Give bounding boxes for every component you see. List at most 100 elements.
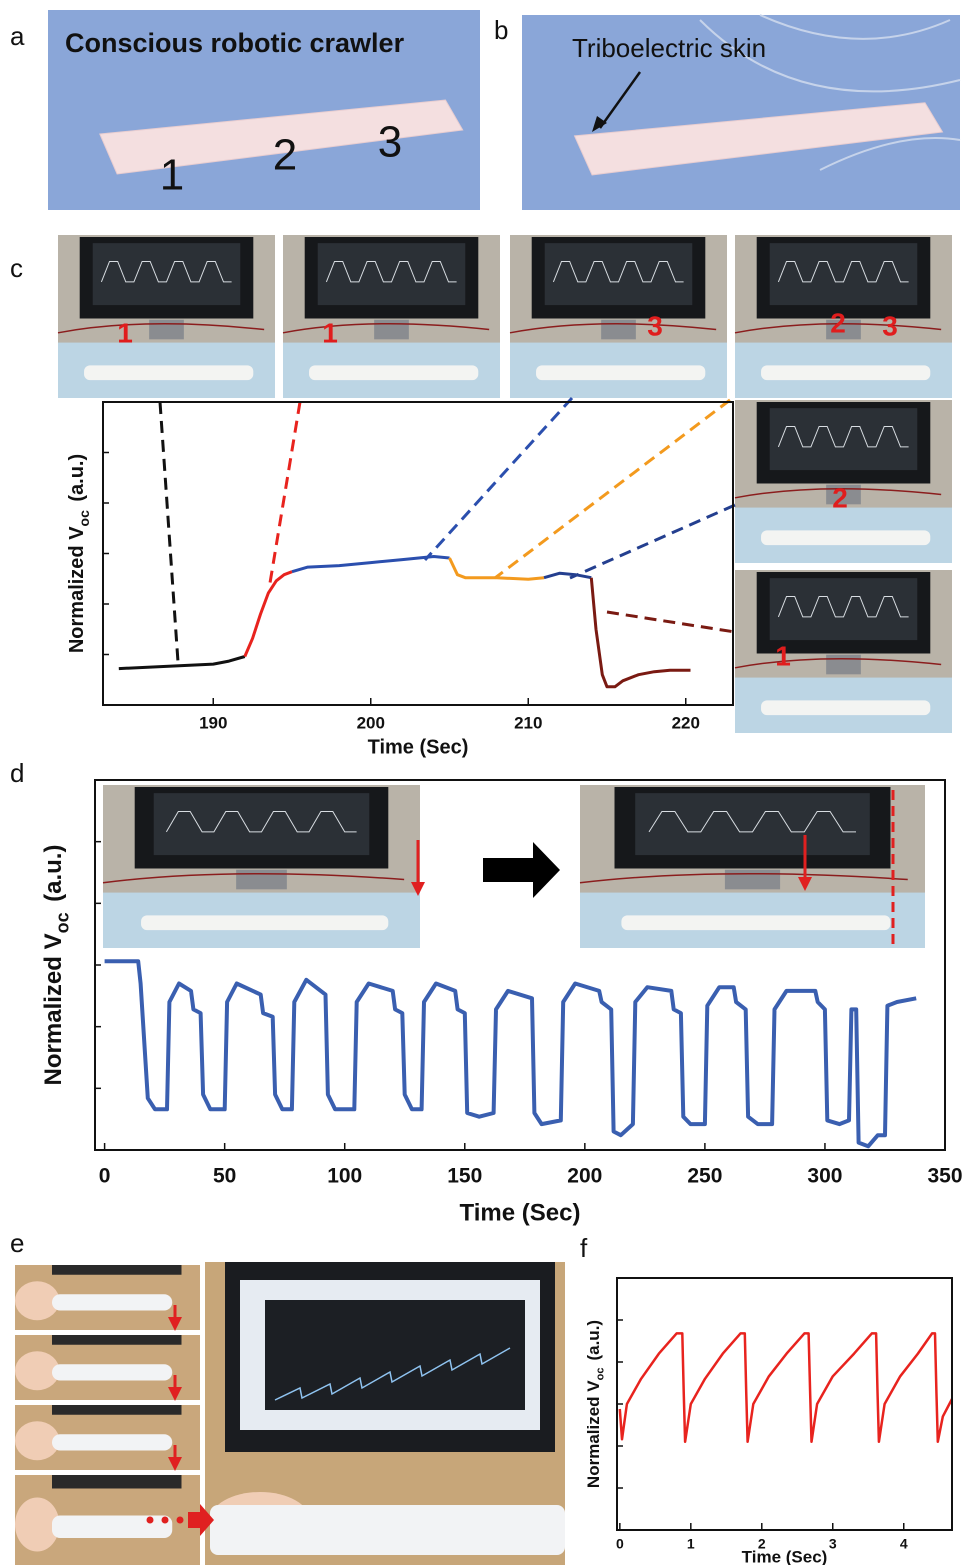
monitor-stand <box>236 869 287 890</box>
screen-trace <box>552 261 684 283</box>
panel-label: e <box>10 1228 24 1258</box>
arrow-head <box>411 882 425 896</box>
x-tick-label: 200 <box>567 1165 602 1188</box>
x-axis-title: Time (Sec) <box>742 1547 828 1565</box>
x-tick-label: 150 <box>447 1165 482 1188</box>
crawler <box>761 700 931 716</box>
screen <box>544 243 693 306</box>
monitor-stand <box>826 319 861 340</box>
photo-text: Triboelectric skin <box>572 33 766 63</box>
cable <box>57 323 265 334</box>
panel-label: b <box>494 15 508 45</box>
big-arrow <box>483 842 560 898</box>
crawler <box>52 1364 173 1381</box>
data-line <box>118 655 246 671</box>
y-axis-title-main: Normalized V <box>40 933 67 1085</box>
data-line <box>543 571 592 580</box>
y-axis-title-unit: (a.u.) <box>40 845 67 902</box>
screen-trace <box>274 1347 511 1401</box>
photo-text: 1 <box>117 317 133 348</box>
x-tick-label: 1 <box>687 1536 695 1552</box>
x-tick-label: 50 <box>213 1165 236 1188</box>
stand <box>52 1475 182 1489</box>
stand <box>52 1265 182 1275</box>
crawler <box>84 365 254 381</box>
screen-trace <box>777 596 909 618</box>
crawler <box>761 365 931 381</box>
data-line <box>448 557 545 581</box>
cables <box>699 14 961 171</box>
crawler <box>621 915 891 931</box>
photo-text: 3 <box>882 310 898 341</box>
x-tick-label: 350 <box>927 1165 962 1188</box>
arrow-head <box>168 1387 182 1401</box>
pointer <box>598 71 642 129</box>
screen <box>635 793 870 856</box>
y-axis-title-main: Normalized V <box>66 526 88 653</box>
screen-trace <box>648 811 856 833</box>
crawler <box>761 530 931 546</box>
y-axis-title: Normalized Voc (a.u.) <box>584 1320 606 1488</box>
crawler <box>99 99 464 175</box>
screen <box>153 793 370 856</box>
screen-trace <box>777 426 909 448</box>
photo-text: 1 <box>322 317 338 348</box>
y-axis-title-sub: oc <box>76 510 92 527</box>
x-tick-label: 0 <box>99 1165 111 1188</box>
crawler <box>573 102 944 176</box>
hand <box>15 1351 60 1391</box>
cable <box>509 323 717 334</box>
y-axis-title-unit: (a.u.) <box>66 454 88 502</box>
x-tick-label: 2 <box>758 1536 766 1552</box>
screen-trace <box>165 811 357 833</box>
x-tick-label: 250 <box>687 1165 722 1188</box>
screen <box>769 243 918 306</box>
panel-label: a <box>10 21 25 51</box>
x-tick-label: 190 <box>199 713 227 732</box>
photo-text: 3 <box>647 310 663 341</box>
monitor-stand <box>601 319 636 340</box>
data-line <box>589 577 691 689</box>
plot-frame <box>102 401 734 706</box>
x-tick-label: 300 <box>807 1165 842 1188</box>
arrow-head <box>798 877 812 891</box>
connector <box>268 401 302 584</box>
photo-text: 1 <box>775 640 791 671</box>
screen-trace <box>777 261 909 283</box>
y-axis-title: Normalized Voc (a.u.) <box>40 845 72 1086</box>
x-tick-label: 220 <box>672 713 700 732</box>
cable <box>734 658 942 669</box>
crawler <box>52 1515 173 1538</box>
hand <box>15 1281 60 1321</box>
photo-text: 1 <box>160 151 184 200</box>
connector <box>606 610 736 634</box>
arrow <box>188 1504 214 1536</box>
crawler <box>536 365 706 381</box>
x-tick-label: 200 <box>357 713 385 732</box>
arrow-head <box>168 1317 182 1331</box>
stand <box>52 1335 182 1345</box>
cable <box>102 872 405 884</box>
dot <box>146 1516 154 1524</box>
x-tick-label: 0 <box>616 1536 624 1552</box>
screen-trace <box>100 261 232 283</box>
data-line <box>104 959 917 1149</box>
pointer-head <box>592 116 607 132</box>
photo-text: 2 <box>830 307 846 338</box>
crawler <box>52 1294 173 1311</box>
data-line <box>291 555 450 574</box>
cable <box>734 323 942 334</box>
x-tick-label: 210 <box>514 713 542 732</box>
connector <box>494 398 731 580</box>
screen <box>769 408 918 471</box>
crawler <box>52 1434 173 1451</box>
monitor-stand <box>724 869 781 890</box>
monitor-stand <box>826 654 861 675</box>
dot <box>161 1516 169 1524</box>
photo-text: Conscious robotic crawler <box>65 28 405 58</box>
x-axis-title: Time (Sec) <box>460 1199 581 1226</box>
crawler <box>210 1505 565 1555</box>
cable <box>282 323 490 334</box>
dot <box>176 1516 184 1524</box>
